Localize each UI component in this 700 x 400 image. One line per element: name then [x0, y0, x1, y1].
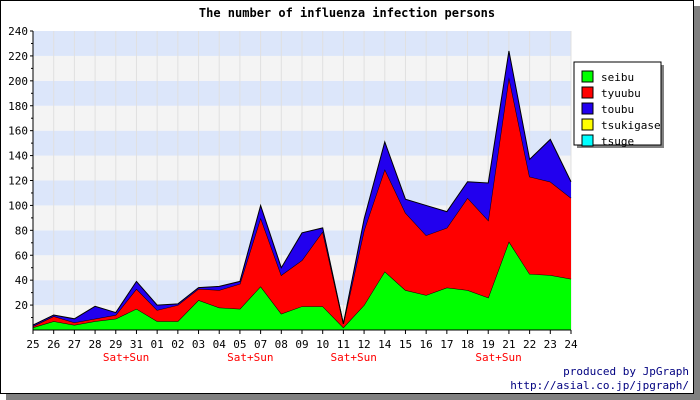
x-tick-label: 18: [461, 338, 474, 351]
x-tick-label: 27: [68, 338, 81, 351]
credit-line-2[interactable]: http://asial.co.jp/jpgraph/: [510, 379, 689, 392]
x-tick-label: 09: [295, 338, 308, 351]
y-tick-label: 100: [8, 199, 28, 212]
x-tick-label: 23: [544, 338, 557, 351]
x-tick-label: 03: [192, 338, 205, 351]
data-areas: [32, 50, 572, 330]
y-tick-label: 80: [15, 224, 28, 237]
legend: seibu tyuubu toubu tsukigase tsuge: [573, 61, 664, 148]
weekend-label: Sat+Sun: [103, 351, 149, 364]
x-tick-label: 08: [275, 338, 288, 351]
y-tick-label: 200: [8, 75, 28, 88]
x-tick-label: 21: [502, 338, 515, 351]
legend-swatch-seibu: [581, 70, 594, 83]
legend-swatch-tsuge: [581, 134, 594, 147]
credit-line-1: produced by JpGraph: [563, 365, 689, 378]
x-tick-label: 22: [523, 338, 536, 351]
x-tick-label: 11: [337, 338, 350, 351]
legend-swatch-tyuubu: [581, 86, 594, 99]
x-tick-label: 14: [378, 338, 392, 351]
legend-label-seibu: seibu: [601, 71, 634, 84]
weekend-markers: Sat+Sun Sat+Sun Sat+Sun Sat+Sun: [103, 351, 522, 364]
chart-title: The number of influenza infection person…: [199, 6, 495, 20]
influenza-chart: The number of influenza infection person…: [8, 6, 664, 364]
y-tick-label: 60: [15, 249, 28, 262]
y-tick-label: 20: [15, 299, 28, 312]
x-tick-label: 01: [151, 338, 164, 351]
x-tick-label: 04: [213, 338, 227, 351]
x-tick-label: 24: [564, 338, 578, 351]
x-tick-label: 07: [254, 338, 267, 351]
x-tick-label: 25: [26, 338, 39, 351]
x-tick-label: 10: [316, 338, 329, 351]
y-tick-labels: 20 40 60 80 100 120 140 160 180 200 220 240: [8, 25, 33, 319]
legend-swatch-tsukigase: [581, 118, 594, 131]
x-tick-label: 26: [47, 338, 60, 351]
y-tick-label: 220: [8, 50, 28, 63]
x-tick-labels: 25 26 27 28 29 31 01 02 03 04 05 07 08 09 10 11 12 14 15 16…: [26, 330, 578, 351]
x-tick-label: 05: [233, 338, 246, 351]
y-tick-label: 40: [15, 274, 28, 287]
weekend-label: Sat+Sun: [331, 351, 377, 364]
x-tick-label: 02: [171, 338, 184, 351]
x-tick-label: 31: [130, 338, 143, 351]
y-tick-label: 180: [8, 100, 28, 113]
x-tick-label: 16: [420, 338, 433, 351]
y-tick-label: 160: [8, 125, 28, 138]
x-tick-label: 15: [399, 338, 412, 351]
y-tick-label: 120: [8, 175, 28, 188]
legend-label-tsukigase: tsukigase: [601, 119, 661, 132]
area-tyuubu: [33, 77, 571, 328]
area-seibu: [33, 241, 571, 330]
y-tick-label: 240: [8, 25, 28, 38]
legend-label-toubu: toubu: [601, 103, 634, 116]
x-tick-label: 28: [88, 338, 101, 351]
legend-label-tsuge: tsuge: [601, 135, 634, 148]
y-tick-label: 140: [8, 150, 28, 163]
chart-frame: The number of influenza infection person…: [0, 0, 694, 394]
legend-swatch-toubu: [581, 102, 594, 115]
weekend-label: Sat+Sun: [227, 351, 273, 364]
x-tick-label: 19: [482, 338, 495, 351]
x-tick-label: 17: [440, 338, 453, 351]
weekend-label: Sat+Sun: [475, 351, 521, 364]
x-tick-label: 29: [109, 338, 122, 351]
series-line-toubu: [32, 50, 572, 326]
x-tick-label: 12: [357, 338, 370, 351]
legend-label-tyuubu: tyuubu: [601, 87, 641, 100]
